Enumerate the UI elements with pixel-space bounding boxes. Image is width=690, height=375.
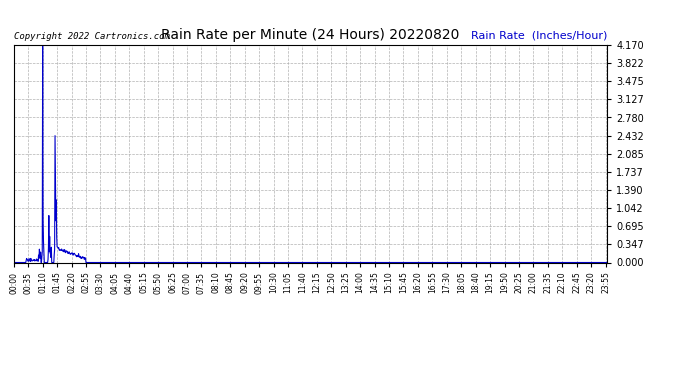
Text: Copyright 2022 Cartronics.com: Copyright 2022 Cartronics.com	[14, 32, 170, 40]
Text: Rain Rate  (Inches/Hour): Rain Rate (Inches/Hour)	[471, 31, 607, 40]
Title: Rain Rate per Minute (24 Hours) 20220820: Rain Rate per Minute (24 Hours) 20220820	[161, 28, 460, 42]
